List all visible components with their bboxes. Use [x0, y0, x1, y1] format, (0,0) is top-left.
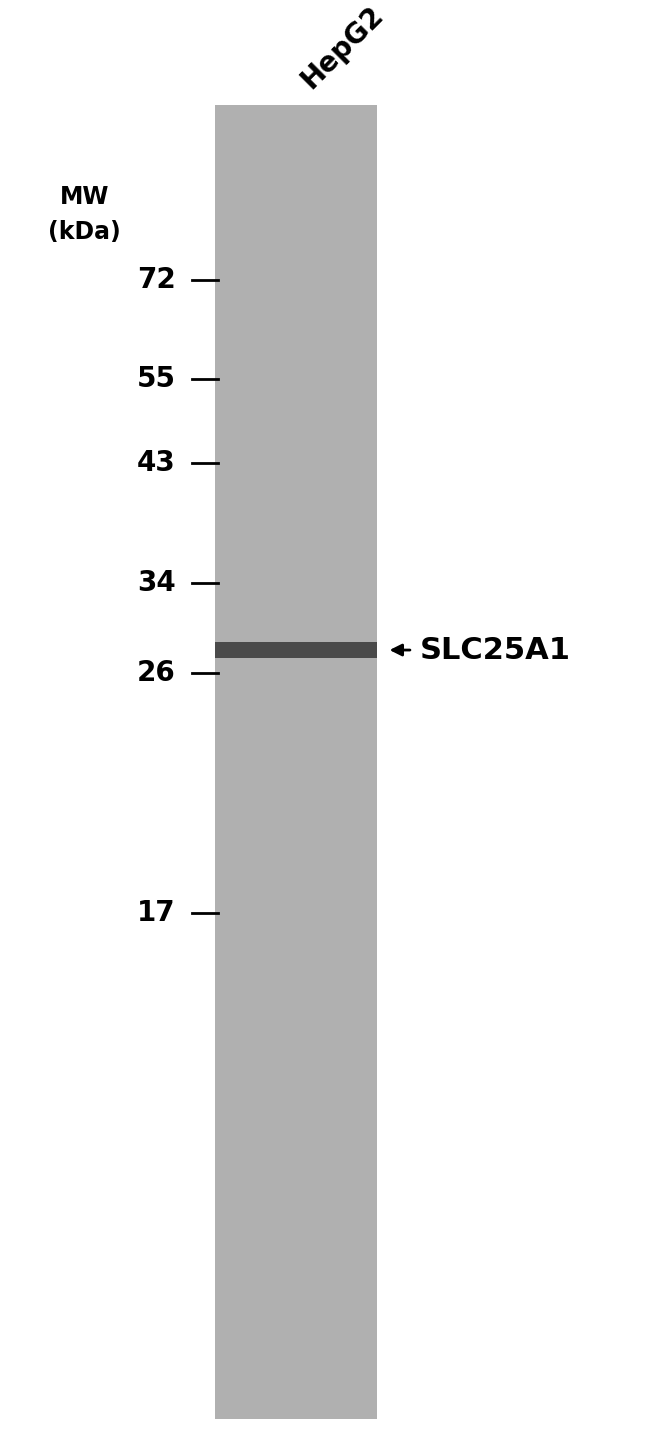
Text: 34: 34 [136, 569, 176, 598]
Text: 55: 55 [136, 365, 176, 393]
Text: 17: 17 [137, 898, 176, 927]
Bar [214, 642, 377, 658]
Text: 43: 43 [136, 450, 176, 477]
Text: 26: 26 [136, 659, 176, 688]
Text: HepG2: HepG2 [296, 0, 389, 93]
Text: 72: 72 [136, 265, 176, 294]
Text: MW: MW [60, 185, 109, 209]
Text: SLC25A1: SLC25A1 [419, 636, 570, 665]
Text: (kDa): (kDa) [48, 221, 121, 244]
Bar [214, 106, 377, 1419]
